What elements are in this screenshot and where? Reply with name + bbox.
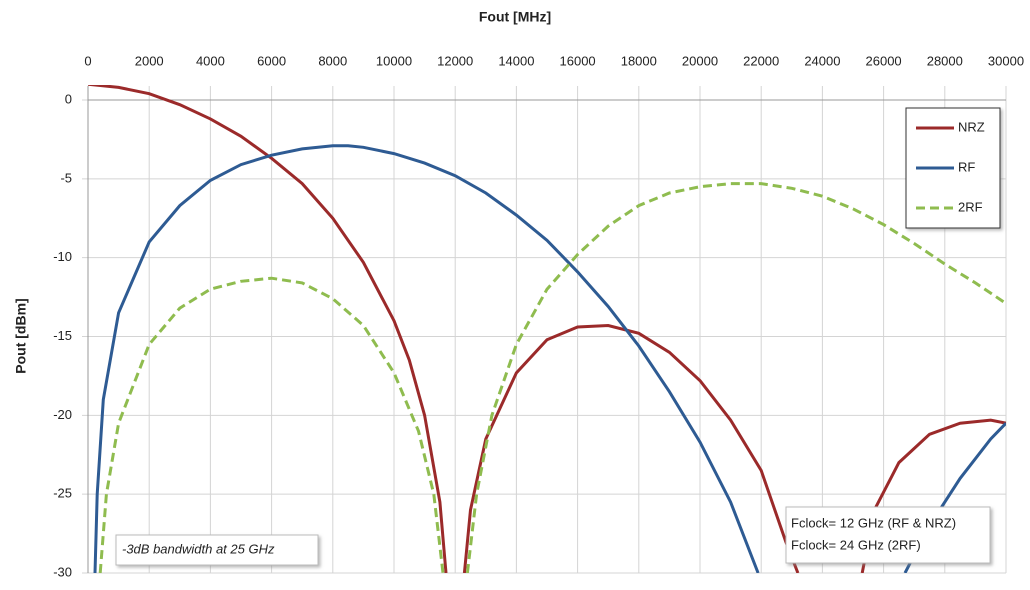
x-tick-label: 4000 <box>196 53 225 68</box>
x-tick-label: 22000 <box>743 53 779 68</box>
x-tick-label: 24000 <box>804 53 840 68</box>
y-tick-label: -30 <box>53 564 72 579</box>
x-tick-label: 0 <box>84 53 91 68</box>
x-tick-label: 8000 <box>318 53 347 68</box>
annotation: -3dB bandwidth at 25 GHz <box>122 541 275 556</box>
x-tick-label: 12000 <box>437 53 473 68</box>
x-tick-label: 6000 <box>257 53 286 68</box>
x-tick-label: 10000 <box>376 53 412 68</box>
y-tick-label: -20 <box>53 407 72 422</box>
x-tick-label: 16000 <box>560 53 596 68</box>
x-tick-label: 28000 <box>927 53 963 68</box>
x-tick-label: 20000 <box>682 53 718 68</box>
annotation: Fclock= 12 GHz (RF & NRZ) <box>791 515 956 530</box>
annotation-box <box>115 534 319 566</box>
y-tick-label: -5 <box>60 170 72 185</box>
x-axis-title: Fout [MHz] <box>479 9 551 25</box>
series-line <box>98 182 1006 573</box>
x-tick-label: 26000 <box>866 53 902 68</box>
y-tick-label: -10 <box>53 249 72 264</box>
x-tick-label: 30000 <box>988 53 1024 68</box>
x-tick-label: 14000 <box>498 53 534 68</box>
series-line <box>88 85 1006 573</box>
y-tick-label: 0 <box>65 91 72 106</box>
legend-label: NRZ <box>958 119 985 134</box>
y-axis-title: Pout [dBm] <box>13 298 29 373</box>
legend-label: 2RF <box>958 199 983 214</box>
x-tick-label: 2000 <box>135 53 164 68</box>
annotation-box <box>785 506 991 564</box>
annotation: Fclock= 24 GHz (2RF) <box>791 537 921 552</box>
y-tick-label: -25 <box>53 486 72 501</box>
y-tick-label: -15 <box>53 328 72 343</box>
legend-label: RF <box>958 159 975 174</box>
x-tick-label: 18000 <box>621 53 657 68</box>
